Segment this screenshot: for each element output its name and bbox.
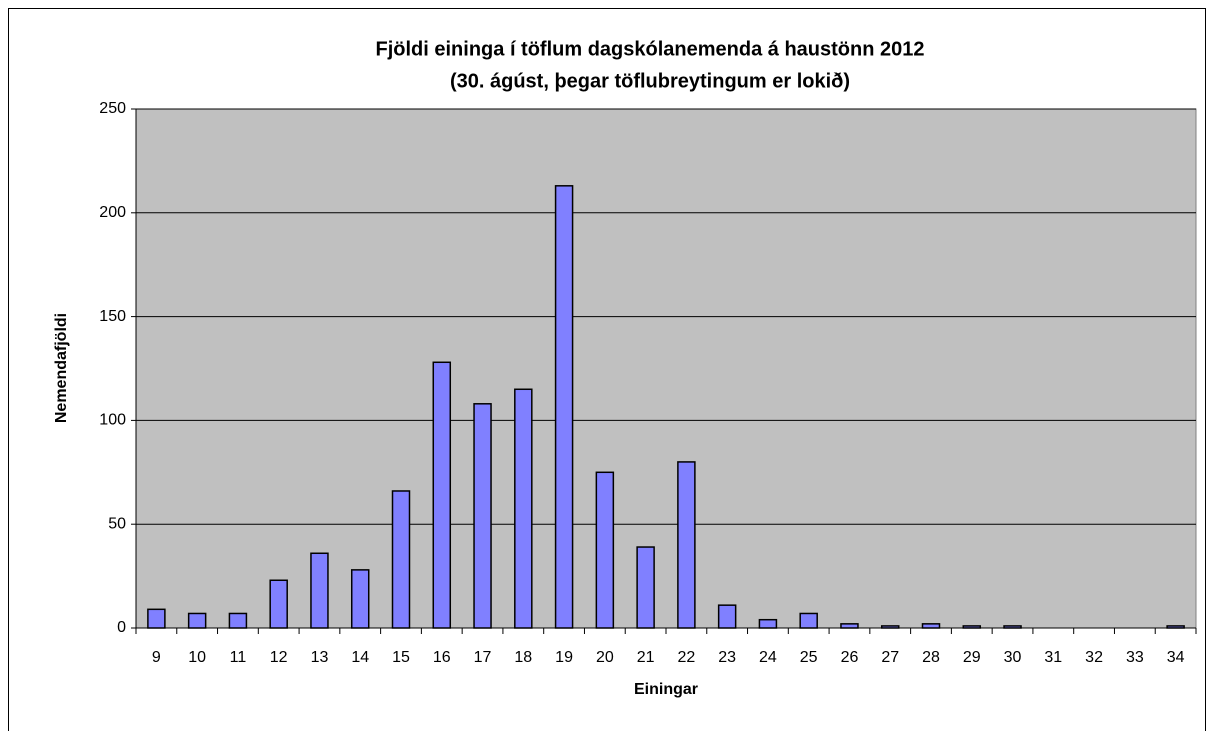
bar xyxy=(921,623,941,629)
x-tick-label: 12 xyxy=(270,649,288,666)
y-tick-label: 150 xyxy=(99,308,126,325)
x-tick-label: 25 xyxy=(800,649,818,666)
x-tick-label: 26 xyxy=(841,649,859,666)
bar xyxy=(962,625,982,629)
bar xyxy=(187,612,207,629)
bar xyxy=(840,623,859,629)
y-axis-label: Nemendafjöldi xyxy=(53,313,70,423)
bar xyxy=(1003,625,1022,629)
bar xyxy=(636,546,655,629)
bar xyxy=(350,569,370,629)
x-tick-label: 9 xyxy=(152,649,161,666)
x-axis-label: Einingar xyxy=(634,681,698,698)
bar xyxy=(310,552,329,629)
bar xyxy=(1166,625,1185,629)
x-tick-label: 29 xyxy=(963,649,981,666)
y-tick-label: 0 xyxy=(117,619,126,636)
y-tick-label: 200 xyxy=(99,204,126,221)
bar xyxy=(391,490,411,629)
x-tick-label: 18 xyxy=(514,649,532,666)
x-tick-label: 14 xyxy=(351,649,369,666)
chart-subtitle: (30. ágúst, þegar töflubreytingum er lok… xyxy=(450,70,850,92)
bar xyxy=(473,403,492,629)
x-tick-label: 20 xyxy=(596,649,614,666)
bar xyxy=(269,579,288,629)
x-tick-label: 16 xyxy=(433,649,451,666)
plot-area xyxy=(135,108,1197,629)
x-tick-label: 19 xyxy=(555,649,573,666)
x-tick-label: 13 xyxy=(311,649,329,666)
bar xyxy=(758,618,778,629)
bar xyxy=(554,185,574,629)
y-tick-label: 100 xyxy=(99,412,126,429)
x-tick-label: 21 xyxy=(637,649,655,666)
x-tick-label: 31 xyxy=(1044,649,1062,666)
bar xyxy=(799,612,818,629)
x-tick-label: 27 xyxy=(881,649,899,666)
x-tick-label: 11 xyxy=(230,649,247,666)
bar xyxy=(677,461,696,629)
x-tick-label: 15 xyxy=(392,649,410,666)
chart-title: Fjöldi eininga í töflum dagskólanemenda … xyxy=(376,38,925,60)
x-tick-label: 34 xyxy=(1167,649,1185,666)
bar xyxy=(717,604,737,629)
bar xyxy=(147,608,166,629)
y-tick-label: 50 xyxy=(108,515,126,532)
bar xyxy=(432,361,452,629)
bar xyxy=(228,612,248,629)
x-tick-label: 22 xyxy=(677,649,695,666)
y-tick-label: 250 xyxy=(99,100,126,117)
bar xyxy=(595,471,615,629)
x-tick-label: 23 xyxy=(718,649,736,666)
bar xyxy=(880,625,900,629)
x-tick-label: 10 xyxy=(188,649,206,666)
x-tick-label: 24 xyxy=(759,649,777,666)
x-tick-label: 32 xyxy=(1085,649,1103,666)
x-tick-label: 30 xyxy=(1004,649,1022,666)
x-tick-label: 33 xyxy=(1126,649,1144,666)
x-tick-label: 17 xyxy=(474,649,492,666)
bar xyxy=(514,388,533,629)
x-tick-label: 28 xyxy=(922,649,940,666)
